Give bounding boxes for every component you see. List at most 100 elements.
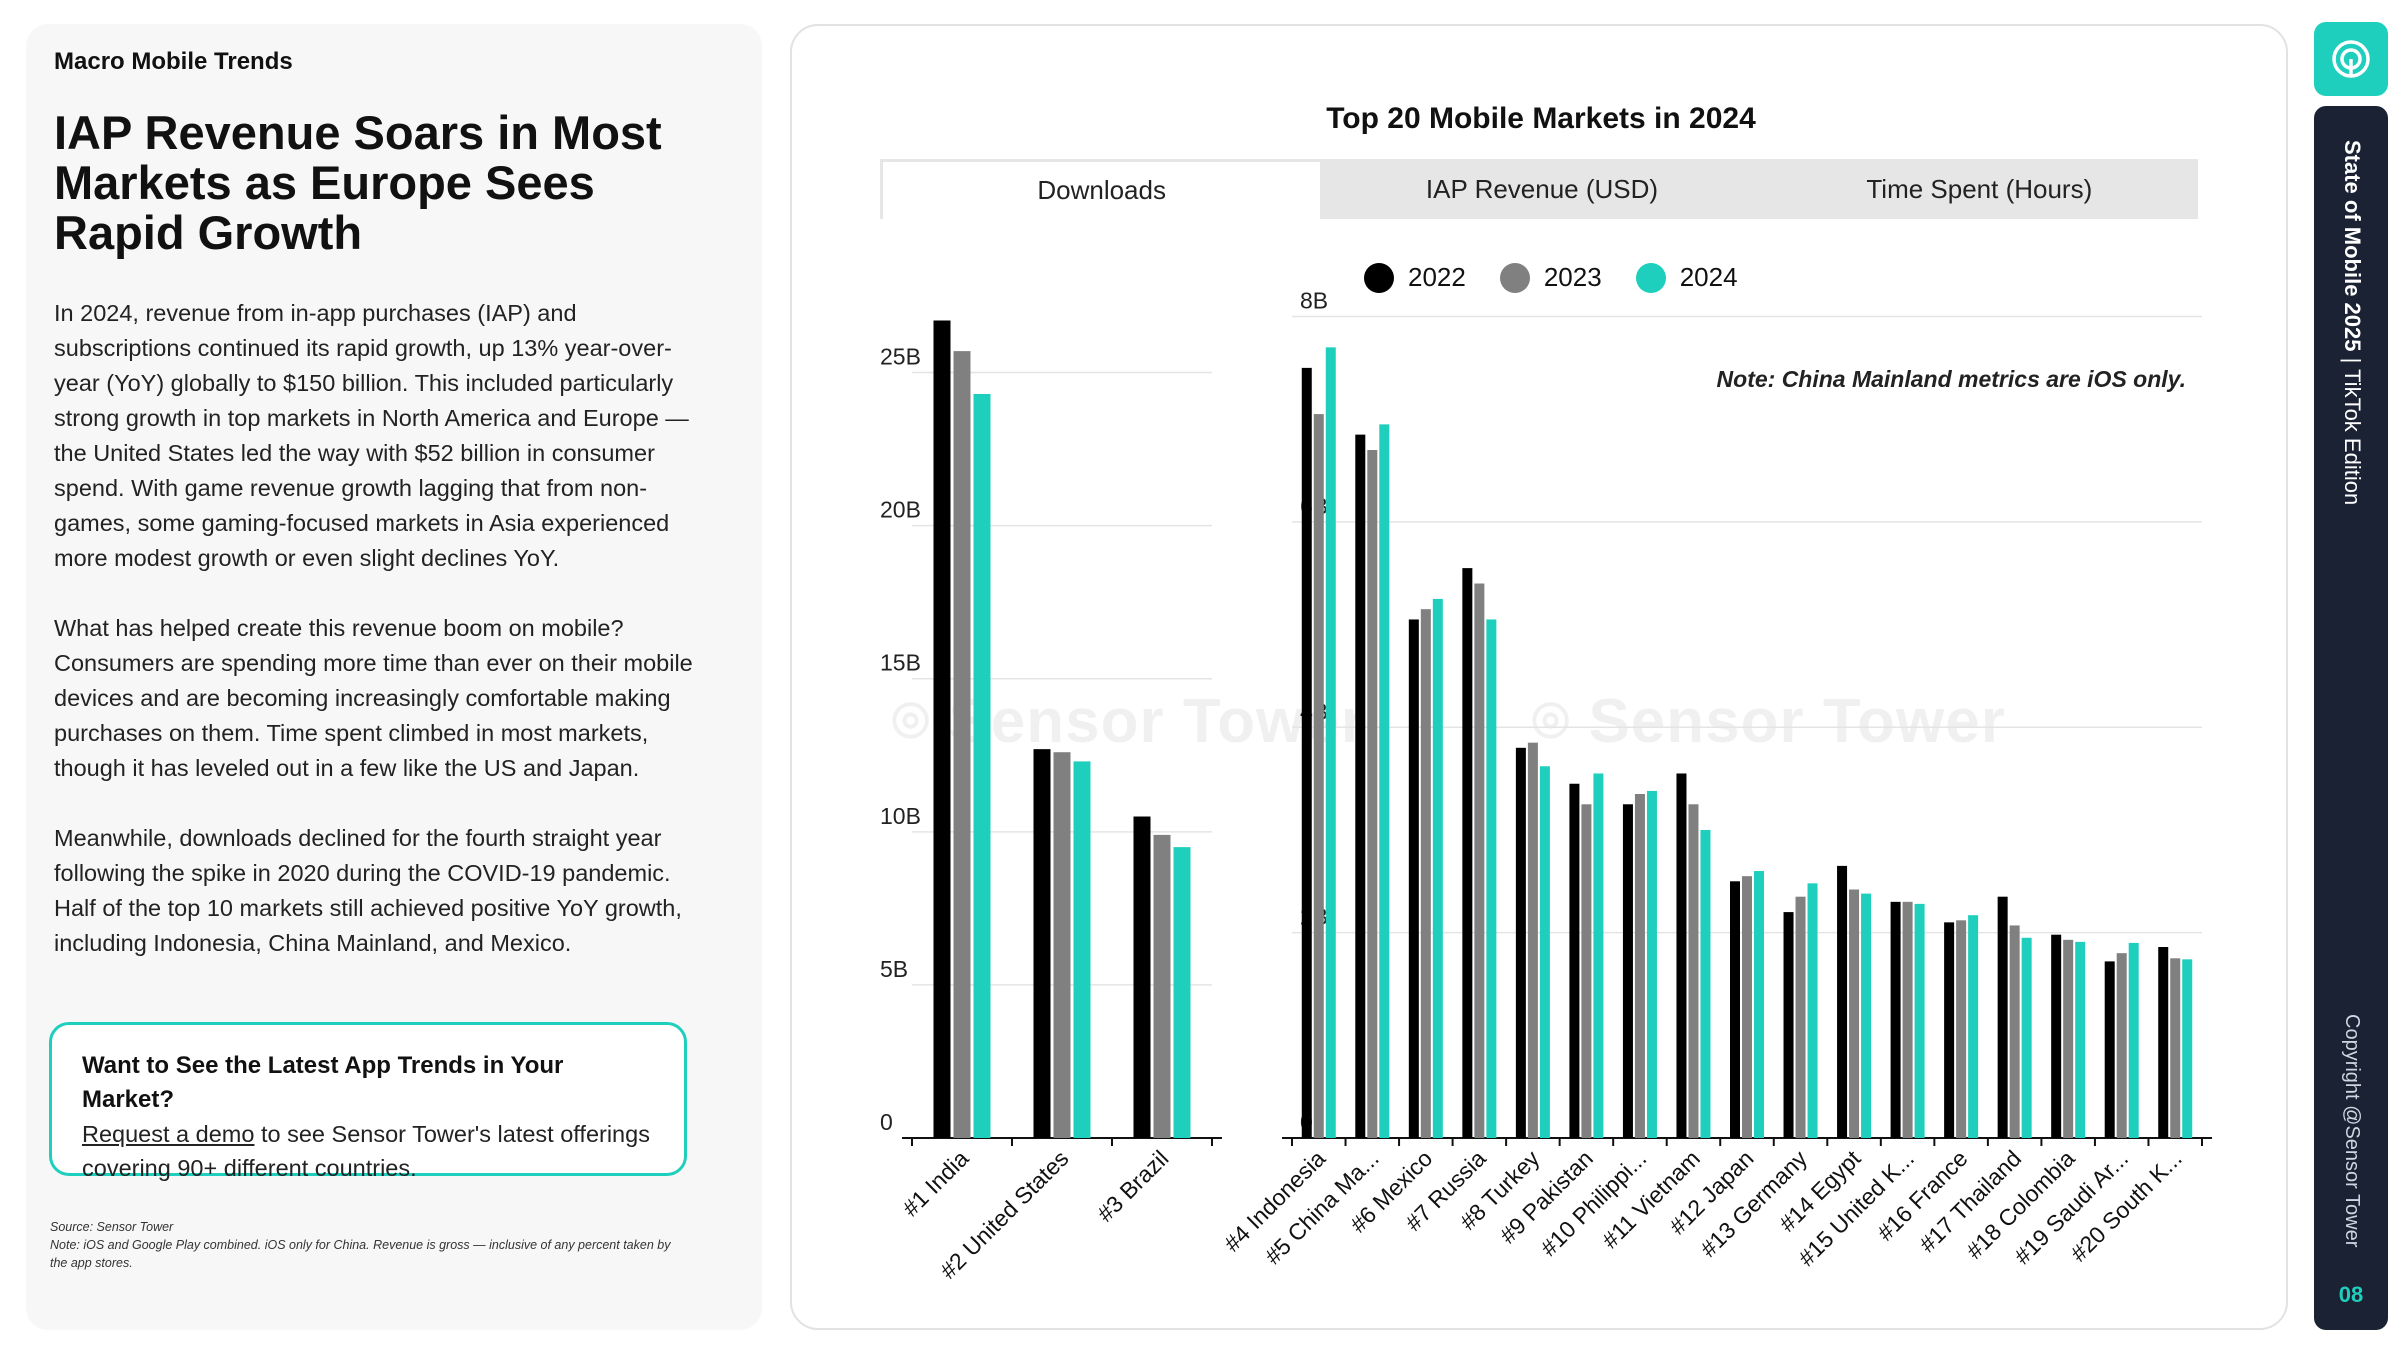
bar-2023 (1742, 876, 1752, 1138)
x-tick-label: #3 Brazil (1092, 1145, 1174, 1227)
chart-title: Top 20 Mobile Markets in 2024 (1326, 102, 1756, 135)
bar-2023 (1795, 896, 1806, 1138)
bar-2024 (1700, 829, 1711, 1138)
legend-swatch-2022 (1364, 262, 1394, 293)
logo-mark-icon (2332, 40, 2370, 78)
bar-2023 (1527, 742, 1538, 1138)
bar-2023 (1581, 804, 1592, 1138)
watermark-right: ⌾ Sensor Tower (1532, 687, 2006, 756)
bar-2022 (1515, 747, 1526, 1138)
bar-2024 (2128, 942, 2139, 1138)
legend-label: 2023 (1543, 262, 1602, 292)
bar-2023 (1849, 889, 1860, 1138)
rail-title: State of Mobile 2025 | TikTok Edition (2339, 140, 2365, 505)
footnote: Source: Sensor Tower Note: iOS and Googl… (50, 1218, 690, 1272)
chart-card: Top 20 Mobile Markets in 2024 Downloads … (790, 24, 2288, 1330)
bar-2022 (1462, 568, 1473, 1138)
bar-2022 (1676, 773, 1687, 1138)
bar-2023 (1956, 920, 1967, 1138)
bar-2022 (2158, 947, 2169, 1138)
watermark-left: ⌾ Sensor Tower (892, 687, 1366, 756)
bar-2022 (1944, 922, 1955, 1138)
tab-downloads[interactable]: Downloads (880, 159, 1324, 219)
bar-2022 (1890, 901, 1901, 1138)
tab-iap-revenue[interactable]: IAP Revenue (USD) (1425, 173, 1659, 204)
page-number: 08 (2338, 1282, 2364, 1307)
bar-2024 (1968, 915, 1979, 1138)
bar-2022 (1133, 816, 1151, 1138)
chart-note: Note: China Mainland metrics are iOS onl… (1716, 366, 2186, 392)
chart-legend: 2022 2023 2024 (1364, 262, 1738, 293)
watermark-text: Sensor Tower (948, 687, 1366, 756)
rail-title-bold: State of Mobile 2025 (2340, 140, 2365, 352)
bar-2024 (2021, 937, 2032, 1138)
y-tick-label: 10B (880, 803, 921, 829)
body-text: In 2024, revenue from in-app purchases (… (54, 296, 694, 996)
side-rail (2314, 106, 2388, 1330)
tab-time-spent[interactable]: Time Spent (Hours) (1866, 173, 2093, 204)
bar-2024 (1807, 883, 1818, 1138)
cta-title: Want to See the Latest App Trends in You… (82, 1052, 564, 1113)
bar-2023 (1634, 794, 1645, 1138)
bar-2023 (1420, 609, 1431, 1138)
bar-2024 (1754, 871, 1764, 1138)
bar-2024 (1432, 598, 1443, 1138)
bar-2023 (1313, 414, 1324, 1139)
bar-2022 (2104, 961, 2115, 1138)
footnote-note: Note: iOS and Google Play combined. iOS … (50, 1238, 671, 1270)
bar-2024 (1379, 424, 1390, 1139)
bar-2022 (933, 320, 951, 1139)
y-tick-label: 5B (880, 956, 908, 982)
rail-copyright: Copyright @Sensor Tower (2341, 1014, 2363, 1248)
bar-2024 (2075, 941, 2086, 1138)
legend-item-2024: 2024 (1635, 262, 1738, 293)
bar-2024 (1914, 903, 1925, 1138)
bar-2024 (1073, 761, 1091, 1138)
body-paragraph: Meanwhile, downloads declined for the fo… (54, 825, 682, 956)
bar-2022 (1033, 749, 1051, 1138)
legend-swatch-2023 (1499, 262, 1530, 293)
page-headline: IAP Revenue Soars in Most Markets as Eur… (54, 106, 662, 259)
bar-2024 (1173, 847, 1191, 1138)
y-tick-label: 0 (880, 1109, 893, 1135)
bar-2024 (2182, 959, 2193, 1138)
bar-2023 (1902, 901, 1913, 1138)
bar-2024 (1325, 347, 1336, 1139)
brand-logo-icon[interactable] (2314, 22, 2388, 96)
cta-body-text: to see Sensor Tower's latest offerings c… (82, 1121, 650, 1181)
legend-item-2023: 2023 (1499, 262, 1602, 293)
bar-2023 (953, 351, 971, 1138)
body-paragraph: What has helped create this revenue boom… (54, 615, 693, 781)
bar-2023 (1688, 804, 1699, 1138)
y-tick-label: 8B (1300, 288, 1328, 314)
bar-2023 (2009, 925, 2020, 1138)
metric-tabs: Downloads IAP Revenue (USD) Time Spent (… (880, 159, 2198, 219)
bar-2022 (1569, 783, 1580, 1138)
y-tick-label: 25B (880, 344, 921, 370)
watermark-text: Sensor Tower (1588, 687, 2006, 756)
bar-2024 (1539, 766, 1550, 1138)
bar-2022 (1622, 804, 1633, 1138)
y-tick-label: 20B (880, 497, 921, 523)
bar-2023 (1053, 752, 1071, 1138)
request-demo-link[interactable]: Request a demo (82, 1121, 255, 1147)
body-paragraph: In 2024, revenue from in-app purchases (… (54, 300, 689, 571)
legend-swatch-2024 (1635, 262, 1666, 293)
bar-2024 (1646, 790, 1657, 1138)
bar-2022 (1997, 896, 2008, 1138)
y-tick-label: 15B (880, 650, 921, 676)
bar-2023 (1367, 450, 1378, 1138)
bar-2022 (1408, 619, 1419, 1138)
cta-box: Want to See the Latest App Trends in You… (49, 1022, 687, 1181)
bar-2022 (1783, 912, 1794, 1138)
bar-2023 (2063, 939, 2074, 1138)
bar-2022 (1730, 881, 1740, 1138)
cta-body: Request a demo to see Sensor Tower's lat… (82, 1117, 654, 1185)
bar-2023 (2170, 958, 2181, 1138)
bar-2024 (973, 393, 991, 1139)
rail-title-rest: | TikTok Edition (2340, 351, 2365, 506)
bar-2022 (1837, 865, 1848, 1138)
footnote-source: Source: Sensor Tower (50, 1220, 174, 1234)
legend-label: 2024 (1679, 262, 1738, 292)
section-eyebrow: Macro Mobile Trends (54, 48, 293, 75)
